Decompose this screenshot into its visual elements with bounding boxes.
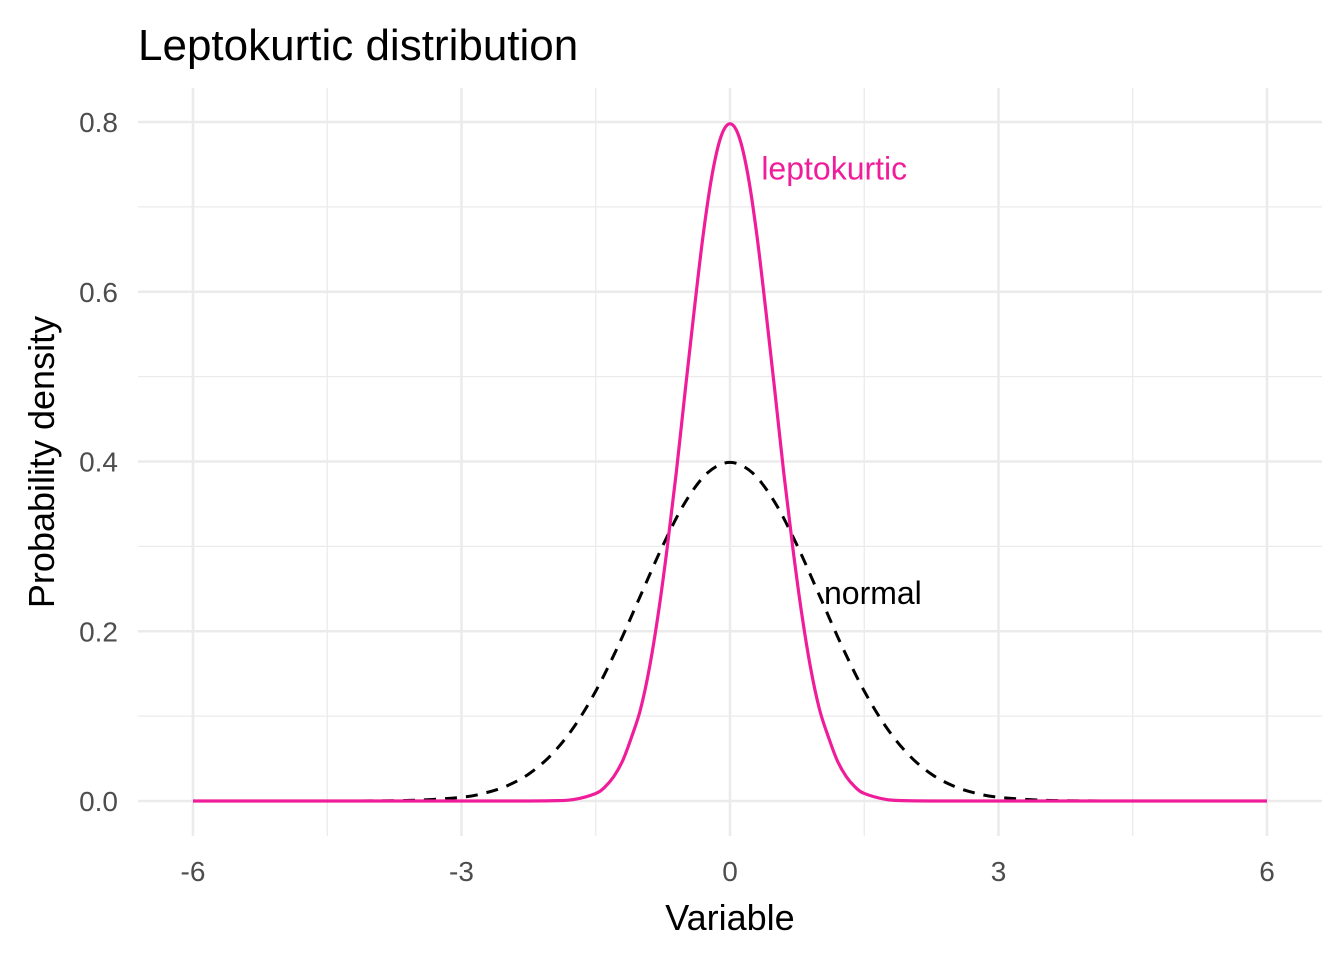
y-tick-label: 0.8 (79, 107, 118, 138)
y-tick-label: 0.2 (79, 616, 118, 647)
x-tick-label: 6 (1259, 856, 1275, 887)
annotations-layer: leptokurtic normal (761, 151, 921, 611)
y-tick-label: 0.4 (79, 447, 118, 478)
y-tick-label: 0.6 (79, 277, 118, 308)
y-axis-label: Probability density (21, 316, 62, 608)
annotation-leptokurtic: leptokurtic (761, 151, 907, 187)
series-line-normal (192, 460, 1267, 803)
ticks-layer: -6 -3 0 3 6 0.0 0.2 0.4 0.6 0.8 (79, 107, 1275, 887)
series-line-leptokurtic (192, 122, 1267, 803)
x-axis-label: Variable (665, 897, 794, 938)
x-tick-label: 3 (991, 856, 1007, 887)
x-tick-label: 0 (722, 856, 738, 887)
y-tick-label: 0.0 (79, 786, 118, 817)
x-tick-label: -3 (449, 856, 474, 887)
series-layer (192, 122, 1267, 803)
x-tick-label: -6 (181, 856, 206, 887)
chart-title: Leptokurtic distribution (138, 21, 578, 70)
annotation-normal: normal (824, 575, 922, 611)
